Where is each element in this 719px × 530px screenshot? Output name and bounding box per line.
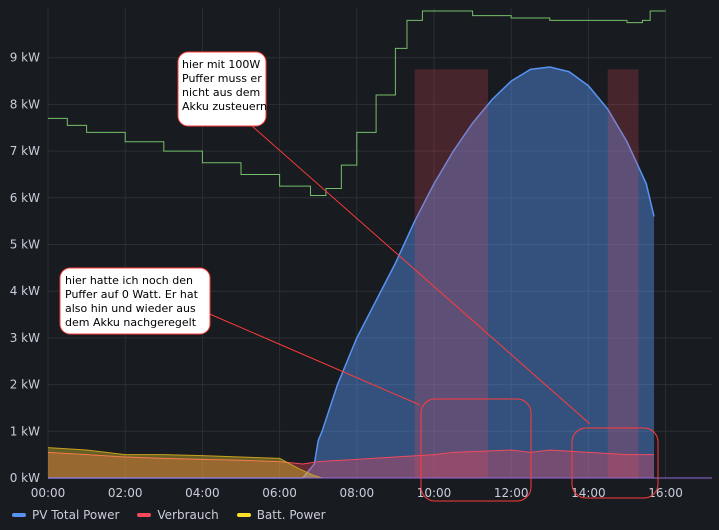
annotation-connector-bottom [204, 311, 421, 406]
y-tick-label-3: 3 kW [10, 331, 40, 345]
highlight-box-2 [571, 427, 659, 499]
highlight-box-1 [420, 398, 532, 502]
x-tick-label-3: 06:00 [262, 486, 297, 500]
x-tick-label-1: 02:00 [108, 486, 143, 500]
y-tick-label-9: 9 kW [10, 51, 40, 65]
x-tick-label-2: 04:00 [185, 486, 220, 500]
annotation-top-line-4: Akku zusteuern [182, 100, 267, 113]
annotation-top-line-1: hier mit 100W [182, 58, 260, 71]
x-tick-label-0: 00:00 [31, 486, 66, 500]
series-line-verbrauch [47, 449, 655, 465]
annotation-bottom-line-2: Puffer auf 0 Watt. Er hat [65, 288, 199, 301]
legend-item-batt-power[interactable]: Batt. Power [236, 508, 326, 522]
legend-label-batt: Batt. Power [256, 508, 326, 522]
legend-label-pv: PV Total Power [32, 508, 120, 522]
series-line-batt-power [47, 447, 655, 479]
plot-area [47, 10, 712, 479]
annotation-top-line-3: nicht aus dem [182, 86, 260, 99]
chart-legend: PV Total Power Verbrauch Batt. Power [12, 506, 326, 524]
legend-item-pv-total-power[interactable]: PV Total Power [12, 508, 119, 522]
y-tick-label-4: 4 kW [10, 284, 40, 298]
y-tick-label-5: 5 kW [10, 238, 40, 252]
series-area-pv-total-power [48, 67, 655, 478]
annotation-top-line-2: Puffer muss er [182, 72, 262, 85]
y-tick-label-6: 6 kW [10, 191, 40, 205]
x-tick-label-4: 08:00 [340, 486, 375, 500]
annotation-callout-top: hier mit 100W Puffer muss er nicht aus d… [177, 51, 267, 127]
annotation-layer: hier mit 100W Puffer muss er nicht aus d… [59, 51, 659, 502]
series-line-green [48, 10, 666, 196]
series-area-batt-power [48, 447, 655, 478]
annotation-bottom-line-4: dem Akku nachgeregelt [65, 316, 197, 329]
series-band-verbrauch-1 [607, 69, 639, 478]
y-axis: 0 kW 1 kW 2 kW 3 kW 4 kW 5 kW 6 kW 7 kW 8 kW 9 kW [10, 51, 40, 485]
annotation-connector-top [251, 125, 591, 425]
legend-item-verbrauch[interactable]: Verbrauch [137, 508, 219, 522]
series-band-verbrauch-0 [414, 69, 489, 478]
series-area-verbrauch [48, 449, 655, 478]
y-tick-label-0: 0 kW [10, 471, 40, 485]
y-tick-label-2: 2 kW [10, 378, 40, 392]
grid-lines [47, 8, 712, 479]
annotation-bottom-line-1: hier hatte ich noch den [65, 274, 193, 287]
legend-label-verbrauch: Verbrauch [157, 508, 219, 522]
y-tick-label-8: 8 kW [10, 97, 40, 111]
x-axis: 00:00 02:00 04:00 06:00 08:00 10:00 12:00 14:00… [31, 486, 683, 500]
legend-swatch-pv [12, 513, 26, 517]
legend-swatch-batt [236, 513, 251, 517]
annotation-callout-bottom: hier hatte ich noch den Puffer auf 0 Wat… [59, 267, 211, 335]
x-tick-label-8: 16:00 [648, 486, 683, 500]
annotation-bottom-line-3: also hin und wieder aus [65, 302, 196, 315]
legend-swatch-verbrauch [137, 513, 152, 517]
series-line-pv-total-power [48, 66, 655, 479]
x-tick-label-6: 12:00 [494, 486, 529, 500]
y-tick-label-7: 7 kW [10, 144, 40, 158]
y-tick-label-1: 1 kW [10, 424, 40, 438]
